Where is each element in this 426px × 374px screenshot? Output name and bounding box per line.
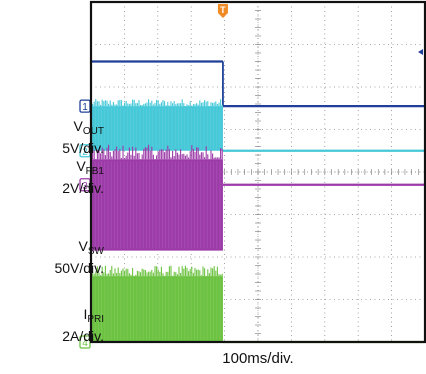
switching-texture [91, 161, 221, 249]
channel-1-name: V [73, 118, 83, 134]
channel-2-scale: 2V/div. [62, 180, 104, 196]
switching-envelope [91, 159, 223, 251]
channel-4-scale: 2A/div. [62, 328, 104, 344]
trigger-marker-shape [217, 4, 228, 18]
channel-1-trace [91, 60, 425, 108]
channel-markers: 1 2 3 4 T [79, 4, 423, 349]
channel-4-subscript: PRI [87, 314, 104, 325]
channel-1-marker: 1 [79, 99, 91, 113]
switching-texture [91, 108, 221, 149]
channel-3-trace [90, 144, 425, 251]
channel-4-marker: 4 [79, 335, 91, 349]
channel-2-subscript: FB1 [85, 166, 104, 177]
channel-2-trace [90, 99, 425, 152]
channel-4-trace [90, 265, 425, 344]
channel-3-label: VSW 50V/div. [54, 238, 104, 276]
trigger-marker: T [217, 4, 228, 18]
waveform-traces [90, 60, 425, 344]
channel-3-name: V [78, 238, 88, 254]
marker-number: 1 [82, 102, 88, 113]
channel-1-scale: 5V/div. [62, 140, 104, 156]
x-axis-label: 100ms/div. [222, 350, 294, 367]
marker-number: 3 [82, 181, 88, 192]
channel-2-label: VFB1 2V/div. [62, 158, 104, 196]
trigger-marker-letter: T [220, 5, 226, 15]
marker-number: 2 [82, 147, 88, 158]
marker-number: 4 [82, 338, 88, 349]
channel-4-name: I [83, 306, 88, 322]
switching-texture [91, 278, 221, 340]
channel-2-name: V [76, 158, 86, 174]
switching-envelope [91, 276, 223, 342]
channel-3-scale: 50V/div. [54, 260, 104, 276]
channel-1-subscript: OUT [82, 126, 104, 137]
horizontal-position-arrow-icon [418, 49, 423, 55]
channel-3-subscript: SW [87, 246, 104, 257]
channel-1-label: VOUT 5V/div. [62, 118, 104, 156]
channel-4-label: IPRI 2A/div. [62, 306, 104, 344]
plot-frame [89, 0, 426, 344]
switching-envelope [91, 106, 223, 151]
channel-2-marker: 2 [79, 144, 91, 158]
